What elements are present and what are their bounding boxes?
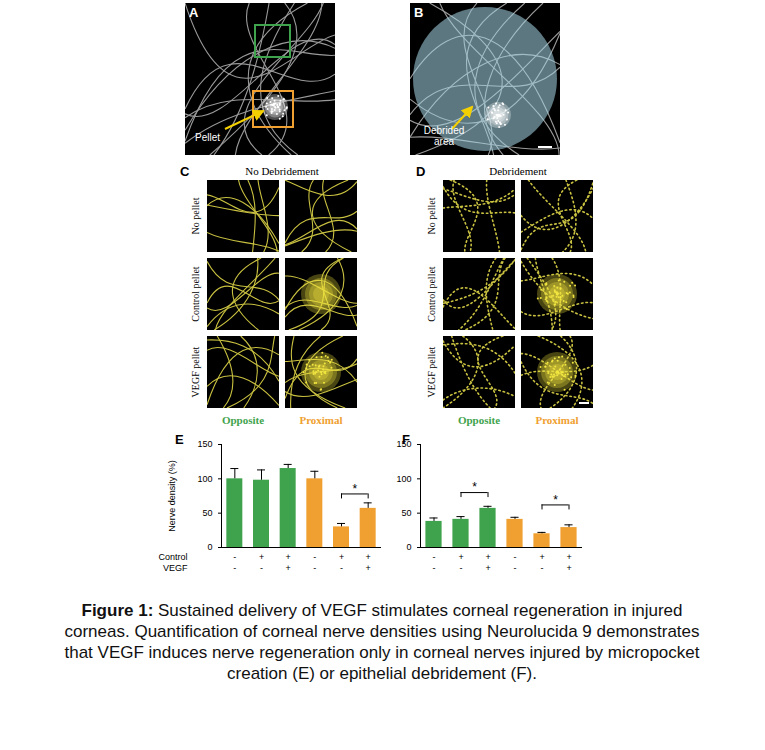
svg-text:Control: Control	[158, 552, 187, 562]
svg-text:-: -	[514, 552, 517, 562]
svg-text:-: -	[313, 563, 316, 573]
svg-text:-: -	[433, 552, 436, 562]
svg-text:100: 100	[197, 474, 212, 484]
svg-text:-: -	[233, 563, 236, 573]
svg-text:*: *	[352, 482, 357, 496]
svg-text:+: +	[339, 552, 344, 562]
svg-text:A: A	[189, 5, 199, 20]
svg-text:+: +	[366, 563, 371, 573]
html-text:Figure 1: Sustained delivery o: Figure 1: Sustained delivery of VEGF sti…	[64, 601, 700, 683]
svg-text:50: 50	[401, 508, 411, 518]
svg-text:Debridement: Debridement	[489, 165, 546, 177]
html-text:F: F	[402, 432, 410, 447]
svg-text:VEGF: VEGF	[163, 563, 188, 573]
svg-text:+: +	[566, 563, 571, 573]
svg-text:-: -	[233, 552, 236, 562]
svg-text:+: +	[539, 552, 544, 562]
svg-text:VEGF pellet: VEGF pellet	[190, 346, 201, 397]
svg-text:Control pellet: Control pellet	[190, 266, 201, 321]
svg-text:Proximal: Proximal	[535, 414, 578, 426]
svg-text:D: D	[416, 164, 425, 179]
svg-text:No Debridement: No Debridement	[245, 165, 319, 177]
svg-text:+: +	[566, 552, 571, 562]
svg-text:Opposite: Opposite	[222, 414, 264, 426]
svg-text:*: *	[472, 480, 477, 494]
svg-text:No pellet: No pellet	[190, 197, 201, 234]
svg-text:-: -	[541, 563, 544, 573]
svg-text:+: +	[458, 552, 463, 562]
svg-text:-: -	[260, 563, 263, 573]
svg-text:-: -	[433, 563, 436, 573]
svg-text:Pellet: Pellet	[195, 132, 220, 143]
svg-text:+: +	[286, 563, 291, 573]
html-text:E: E	[175, 432, 184, 447]
svg-text:+: +	[485, 563, 490, 573]
svg-text:C: C	[180, 164, 190, 179]
svg-text:0: 0	[406, 542, 411, 552]
svg-text:Nerve density (%): Nerve density (%)	[167, 460, 177, 532]
svg-text:+: +	[259, 552, 264, 562]
svg-text:+: +	[485, 552, 490, 562]
svg-text:Proximal: Proximal	[299, 414, 342, 426]
svg-text:area: area	[434, 136, 454, 147]
svg-text:B: B	[414, 5, 423, 20]
svg-text:-: -	[514, 563, 517, 573]
svg-text:+: +	[286, 552, 291, 562]
svg-text:-: -	[460, 563, 463, 573]
svg-text:+: +	[366, 552, 371, 562]
svg-text:*: *	[553, 493, 558, 507]
svg-text:100: 100	[396, 474, 411, 484]
svg-text:Opposite: Opposite	[458, 414, 500, 426]
svg-text:-: -	[340, 563, 343, 573]
svg-text:VEGF pellet: VEGF pellet	[426, 346, 437, 397]
svg-text:50: 50	[202, 508, 212, 518]
svg-text:Control pellet: Control pellet	[426, 266, 437, 321]
svg-text:150: 150	[197, 439, 212, 449]
svg-text:0: 0	[207, 542, 212, 552]
svg-text:No pellet: No pellet	[426, 197, 437, 234]
svg-text:-: -	[313, 552, 316, 562]
svg-text:Debrided: Debrided	[424, 125, 465, 136]
